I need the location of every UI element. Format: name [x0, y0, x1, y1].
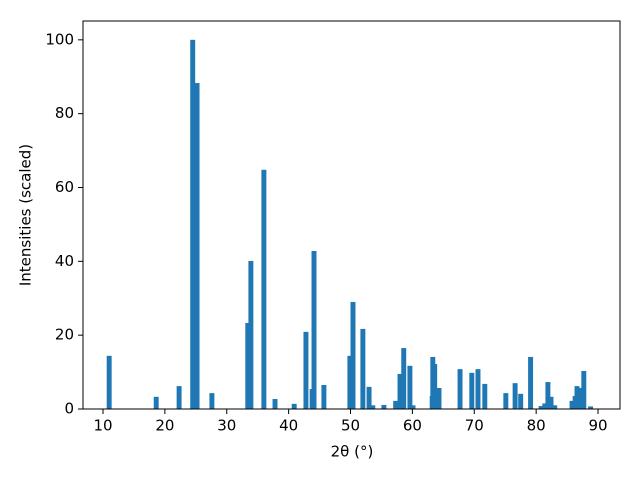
bar — [588, 406, 594, 409]
bar — [311, 250, 317, 409]
y-tick-label: 20 — [55, 326, 74, 344]
bar — [209, 393, 215, 409]
bar — [457, 369, 463, 409]
x-tick-label: 60 — [403, 417, 422, 435]
bar — [469, 372, 475, 409]
bar — [347, 355, 353, 409]
bar — [190, 39, 196, 409]
bar — [407, 365, 413, 409]
bar — [518, 393, 524, 409]
bar — [291, 403, 297, 409]
y-axis-label: Intensities (scaled) — [17, 144, 35, 286]
x-tick-label: 80 — [527, 417, 546, 435]
bar — [436, 387, 442, 409]
bar — [303, 331, 309, 409]
x-tick-label: 90 — [588, 417, 607, 435]
bar — [153, 396, 159, 409]
bar — [512, 383, 518, 409]
bar — [542, 403, 548, 409]
bar — [176, 386, 182, 409]
plot-frame — [82, 20, 621, 410]
y-tick-label: 60 — [55, 178, 74, 196]
bar — [410, 405, 416, 409]
x-tick-label: 50 — [341, 417, 360, 435]
bar — [321, 385, 327, 409]
bar — [360, 328, 366, 409]
bar — [401, 348, 407, 409]
bar — [245, 322, 251, 409]
bar — [577, 387, 583, 409]
bar — [432, 363, 438, 409]
y-tick-label: 100 — [45, 30, 74, 48]
bar — [545, 382, 551, 409]
x-tick-label: 70 — [465, 417, 484, 435]
bar — [397, 373, 403, 409]
y-tick-label: 40 — [55, 252, 74, 270]
bar — [350, 301, 356, 409]
bar — [272, 399, 278, 409]
bar — [581, 370, 587, 409]
bar — [261, 169, 267, 409]
x-tick-label: 20 — [155, 417, 174, 435]
bar — [574, 386, 580, 409]
bar — [194, 83, 200, 409]
bar — [552, 405, 558, 409]
bar — [548, 396, 554, 409]
bar — [528, 356, 534, 409]
x-tick-label: 40 — [279, 417, 298, 435]
bar — [366, 386, 372, 409]
x-tick-label: 10 — [93, 417, 112, 435]
x-axis-label: 2θ (°) — [331, 443, 374, 461]
y-tick-label: 80 — [55, 104, 74, 122]
bar — [569, 400, 575, 409]
bar — [475, 369, 481, 409]
bar — [482, 383, 488, 409]
bar — [248, 260, 254, 409]
bar — [538, 406, 544, 409]
y-tick-label: 0 — [64, 400, 74, 418]
bar — [503, 393, 509, 409]
bar — [381, 404, 387, 409]
bar — [370, 405, 376, 409]
bar — [106, 355, 112, 409]
bar — [393, 400, 399, 409]
x-tick-label: 30 — [217, 417, 236, 435]
